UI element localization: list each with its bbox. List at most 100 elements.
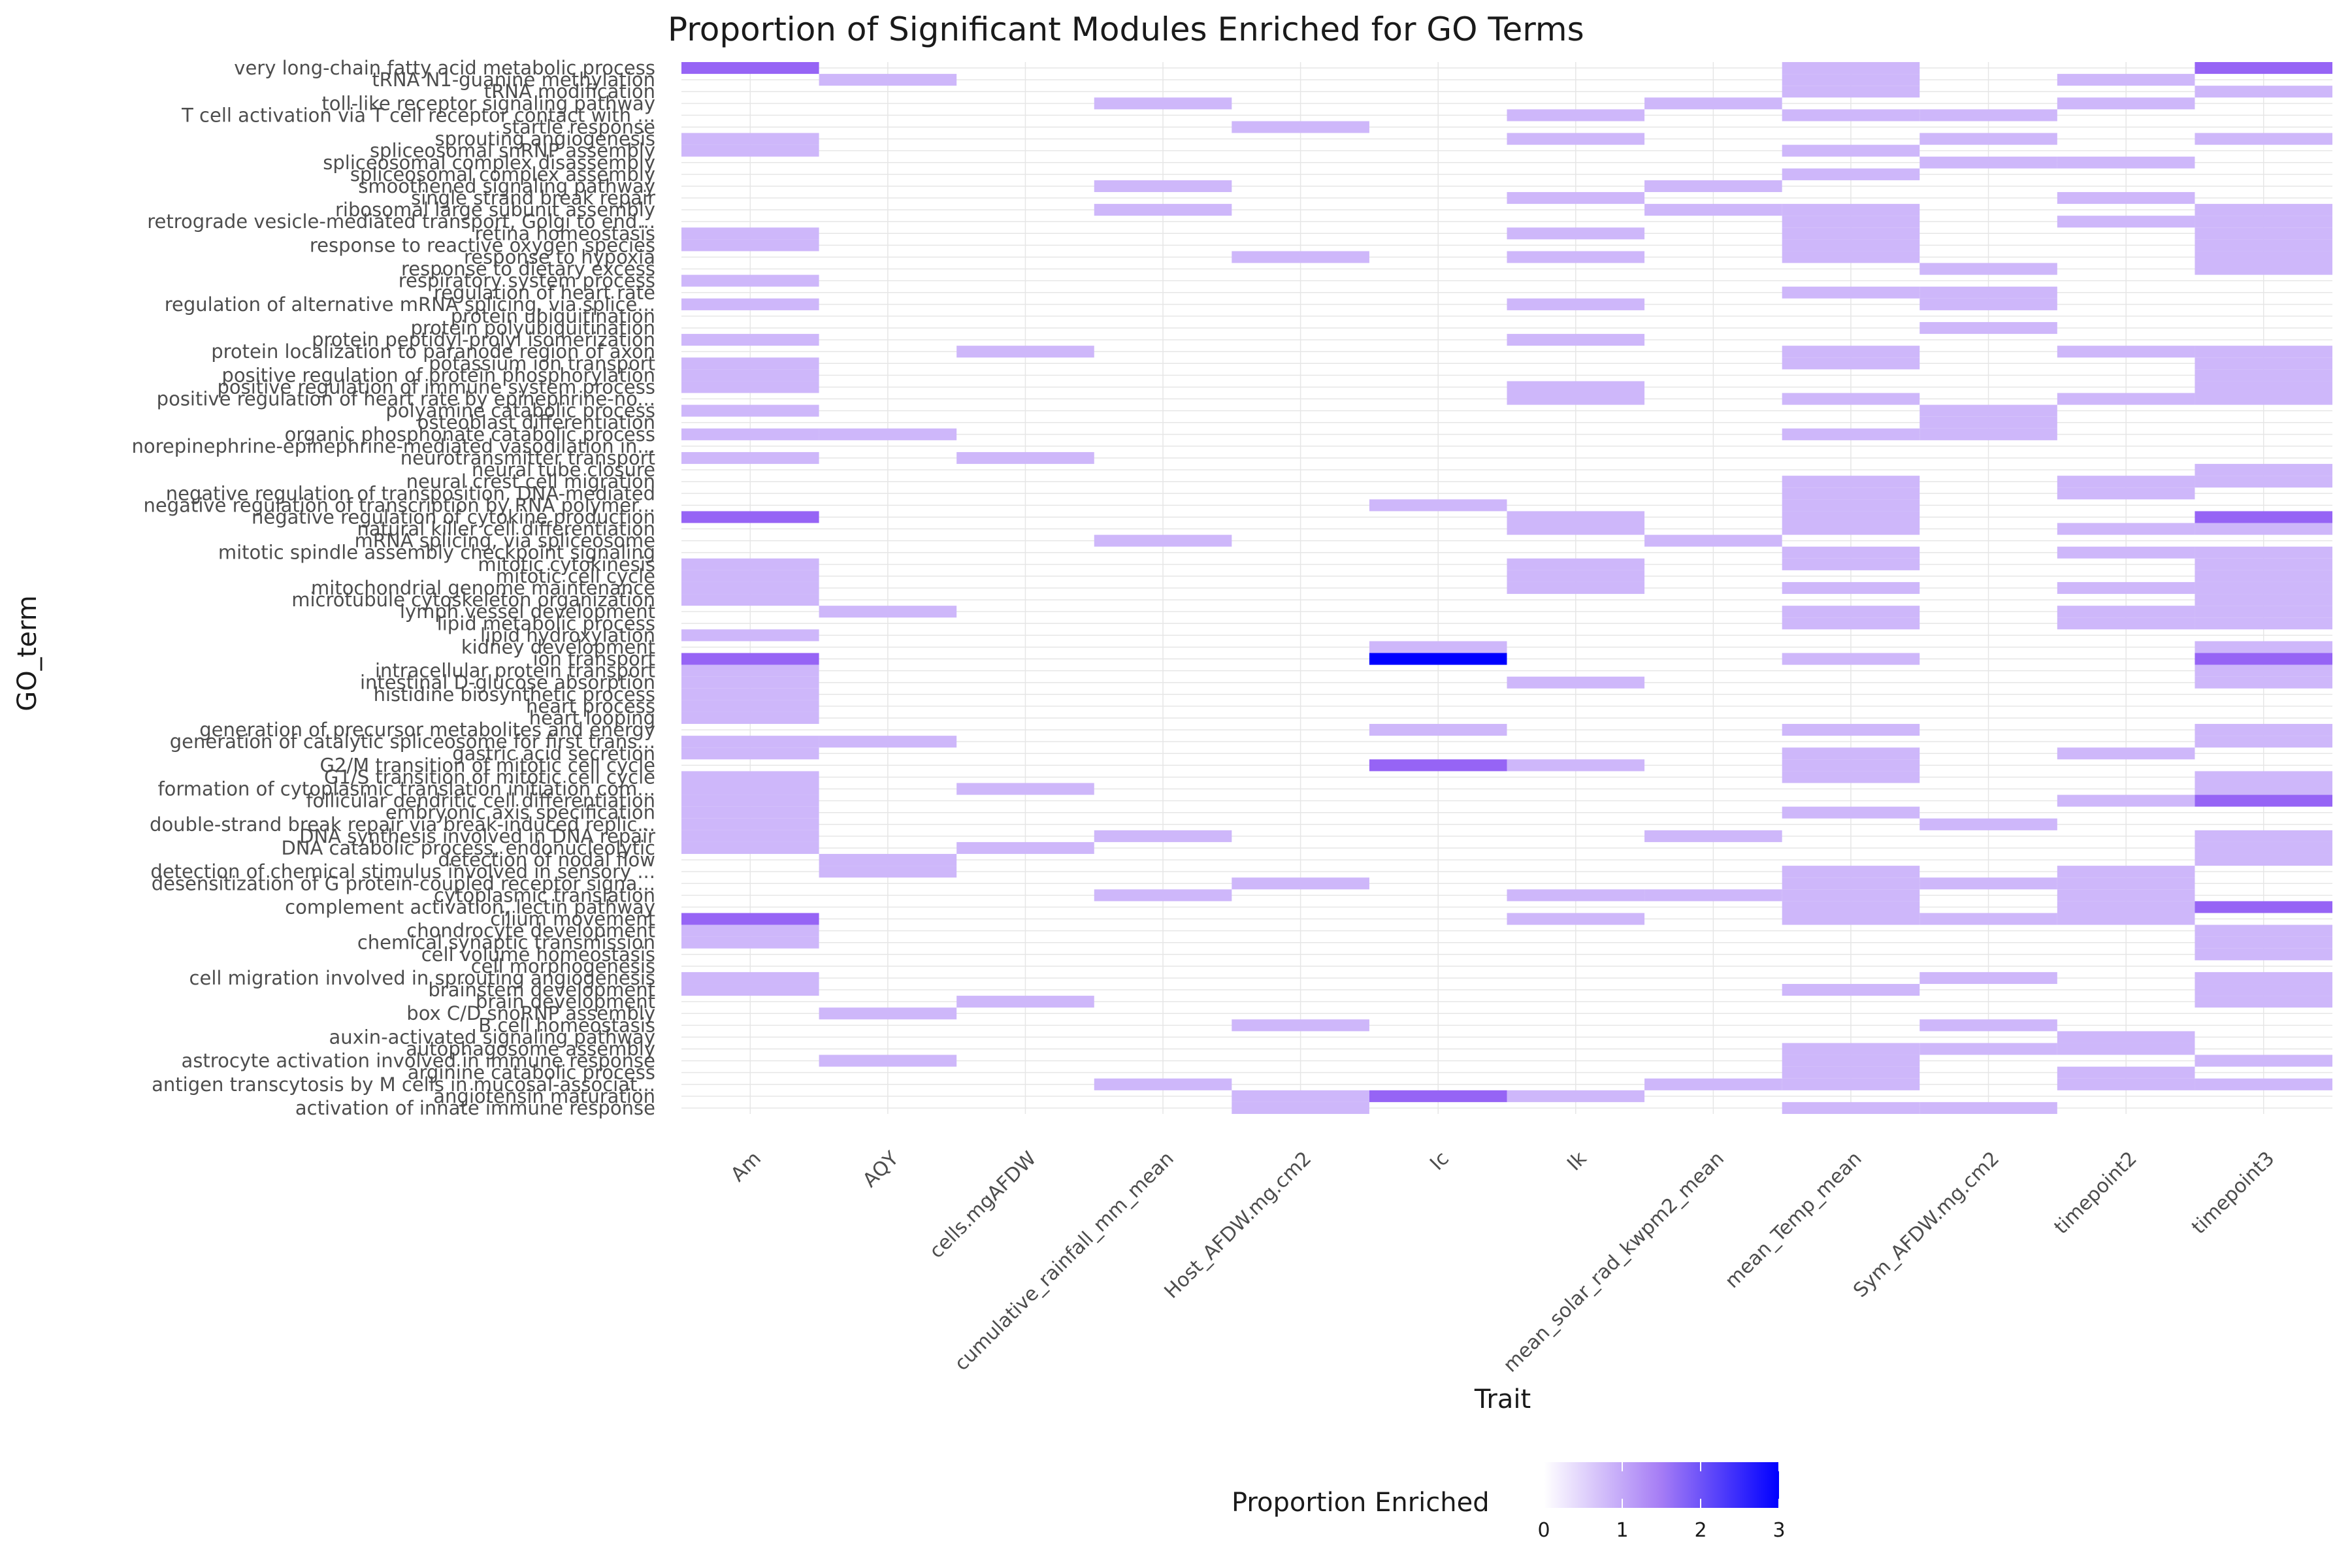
heatmap-cell [2195,476,2332,488]
heatmap-cell [1782,866,1920,878]
heatmap-cell [1507,133,1645,145]
y-tick-label: desensitization of G protein-coupled rec… [152,872,655,894]
heatmap-cell [2057,523,2195,535]
heatmap-cell [1919,156,2057,169]
heatmap-cell [1919,1102,2057,1114]
heatmap-cell [1094,889,1232,902]
heatmap-cell [956,346,1094,358]
heatmap-cell [1507,393,1645,405]
heatmap-cell [2195,204,2332,216]
heatmap-cell [819,1007,957,1020]
heatmap-cell [1507,381,1645,393]
heatmap-cell [1232,251,1369,263]
heatmap-cell [2057,901,2195,913]
y-tick-label: box C/D snoRNP assembly [406,1002,655,1024]
y-tick-label: brain development [476,990,655,1013]
heatmap-cell [2057,581,2195,595]
heatmap-cell [1919,263,2057,275]
y-tick-label: microtubule cytoskeleton organization [291,589,655,611]
heatmap-cell [1507,511,1645,523]
heatmap-cell [681,830,819,842]
y-tick-label: activation of innate immune response [295,1097,655,1119]
heatmap-cell [2195,617,2332,630]
heatmap-cell [2057,1031,2195,1043]
y-tick-label: follicular dendritic cell differentiatio… [306,790,655,812]
heatmap-cell [1507,581,1645,595]
y-axis-title: GO_term [12,595,42,711]
heatmap-cell [1782,913,1920,925]
heatmap-cell [819,736,957,748]
y-tick-label: cell morphogenesis [471,955,655,977]
y-tick-label: regulation of heart rate [434,282,655,304]
y-tick-label: negative regulation of transposition, DN… [166,482,655,504]
heatmap-cell [1507,759,1645,772]
y-tick-label: G1/S transition of mitotic cell cycle [324,766,655,788]
heatmap-cell [2195,664,2332,677]
heatmap-cell [681,629,819,642]
y-tick-label: response to hypoxia [464,246,655,268]
heatmap-cell [1782,747,1920,760]
heatmap-cell [1507,676,1645,689]
heatmap-cell [2195,996,2332,1008]
heatmap-cell [2195,794,2332,807]
y-tick-label: single strand break repair [411,187,655,209]
heatmap-cell [1094,830,1232,842]
heatmap-cell [1782,984,1920,996]
heatmap-cell [1782,1054,1920,1067]
y-tick-label: potassium ion transport [429,352,655,374]
heatmap-cell [1919,298,2057,310]
heatmap-cell [681,451,819,465]
heatmap-cell [956,841,1094,855]
y-tick-label: toll-like receptor signaling pathway [321,92,655,114]
heatmap-cell [2057,877,2195,890]
heatmap-cell [1782,617,1920,630]
heatmap-cell [1782,487,1920,500]
y-tick-label: response to dietary excess [401,258,655,280]
heatmap-cell [681,700,819,712]
y-axis-tick-labels: very long-chain fatty acid metabolic pro… [132,57,656,1119]
heatmap-cell [2057,1066,2195,1079]
y-tick-label: positive regulation of heart rate by epi… [157,388,655,410]
y-tick-label: histidine biosynthetic process [374,683,655,706]
y-tick-label: lipid hydroxylation [480,624,655,646]
heatmap-cell [1094,180,1232,192]
heatmap-cell [1919,109,2057,122]
heatmap-cell [1094,97,1232,110]
y-tick-label: brainstem development [428,979,655,1001]
y-tick-label: lymph vessel development [400,600,655,623]
heatmap-cell [2057,97,2195,110]
heatmap-cell [1782,1078,1920,1090]
heatmap-cell [1919,818,2057,830]
heatmap-cell [681,771,819,783]
y-tick-label: organic phosphonate catabolic process [285,423,655,446]
color-legend: Proportion Enriched 0 1 2 3 [1232,1462,1786,1542]
heatmap-cell [2195,948,2332,960]
heatmap-cell [1919,877,2057,890]
heatmap-cell [1782,86,1920,98]
heatmap-cell [2195,606,2332,618]
heatmap-cell [681,783,819,795]
heatmap-cell [2195,86,2332,98]
heatmap-cell [1782,877,1920,890]
heatmap-cell [2195,523,2332,535]
heatmap-cell [1507,109,1645,122]
heatmap-cell [1507,191,1645,204]
heatmap-cell [2195,227,2332,240]
heatmap-cell [2057,606,2195,618]
heatmap-cell [2195,984,2332,996]
legend-tick-label: 0 [1537,1519,1550,1542]
heatmap-cell [819,606,957,618]
y-tick-label: cytoplasmic translation [434,884,655,906]
heatmap-cell [1094,1078,1232,1090]
heatmap-cell [2057,476,2195,488]
y-tick-label: chondrocyte development [406,920,655,942]
heatmap-cell [681,972,819,985]
y-tick-label: cell volume homeostasis [421,943,655,966]
heatmap-cell [1782,653,1920,665]
y-tick-label: neurotransmitter transport [400,447,655,469]
y-tick-label: kidney development [461,636,655,658]
heatmap-cell [1782,724,1920,736]
heatmap-cell [681,794,819,807]
y-tick-label: norepinephrine-epinephrine-mediated vaso… [132,435,655,457]
heatmap-cell [1782,606,1920,618]
